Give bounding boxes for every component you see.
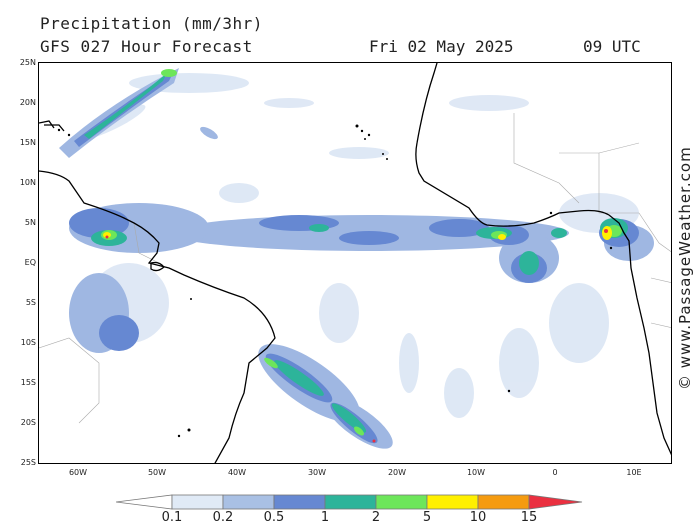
- lat-label-25n: 25N: [19, 58, 36, 67]
- legend-tick-0.2: 0.2: [212, 510, 234, 525]
- legend-swatch-4: [324, 494, 377, 510]
- precipitation-layer: [59, 68, 654, 449]
- lon-label-30w: 30W: [307, 468, 327, 477]
- legend-swatch-5: [375, 494, 428, 510]
- forecast-date: Fri 02 May 2025: [369, 37, 514, 56]
- lat-label-25s: 25S: [20, 458, 36, 467]
- legend-tick-1: 1: [320, 510, 330, 525]
- forecast-subtitle: GFS 027 Hour Forecast: [40, 37, 253, 56]
- lon-label-60w: 60W: [68, 468, 88, 477]
- legend-tick-0.1: 0.1: [161, 510, 183, 525]
- lat-label-20s: 20S: [20, 418, 36, 427]
- legend-tick-0.5: 0.5: [263, 510, 285, 525]
- lat-label-5n: 5N: [24, 218, 36, 227]
- lon-label-50w: 50W: [147, 468, 167, 477]
- watermark: © www.PassageWeather.com: [676, 146, 694, 390]
- lon-label-40w: 40W: [227, 468, 247, 477]
- legend-swatch-6: [426, 494, 479, 510]
- map-title: Precipitation (mm/3hr): [40, 14, 263, 33]
- islands: [57, 124, 613, 438]
- lat-label-10s: 10S: [20, 338, 36, 347]
- legend-tick-10: 10: [469, 510, 487, 525]
- lat-label-eq: EQ: [24, 258, 36, 267]
- legend-tick-5: 5: [422, 510, 432, 525]
- legend-swatch-1: [171, 494, 224, 510]
- legend-swatch-7: [477, 494, 530, 510]
- lat-label-10n: 10N: [19, 178, 36, 187]
- legend-tick-2: 2: [371, 510, 381, 525]
- legend-swatch-2: [222, 494, 275, 510]
- legend-swatch-8: [528, 494, 583, 510]
- legend-tick-15: 15: [520, 510, 538, 525]
- lon-label-10e: 10E: [626, 468, 642, 477]
- map-canvas: [39, 63, 671, 463]
- lon-label-0: 0: [552, 468, 558, 477]
- forecast-time: 09 UTC: [583, 37, 641, 56]
- lon-label-20w: 20W: [387, 468, 407, 477]
- lat-label-15n: 15N: [19, 138, 36, 147]
- lon-label-10w: 10W: [466, 468, 486, 477]
- lat-label-20n: 20N: [19, 98, 36, 107]
- lat-label-15s: 15S: [20, 378, 36, 387]
- legend-swatch-0: [116, 494, 173, 510]
- precipitation-map: [38, 62, 672, 464]
- coastline: [39, 63, 671, 463]
- lat-label-5s: 5S: [25, 298, 36, 307]
- color-legend: [116, 494, 583, 510]
- legend-swatch-3: [273, 494, 326, 510]
